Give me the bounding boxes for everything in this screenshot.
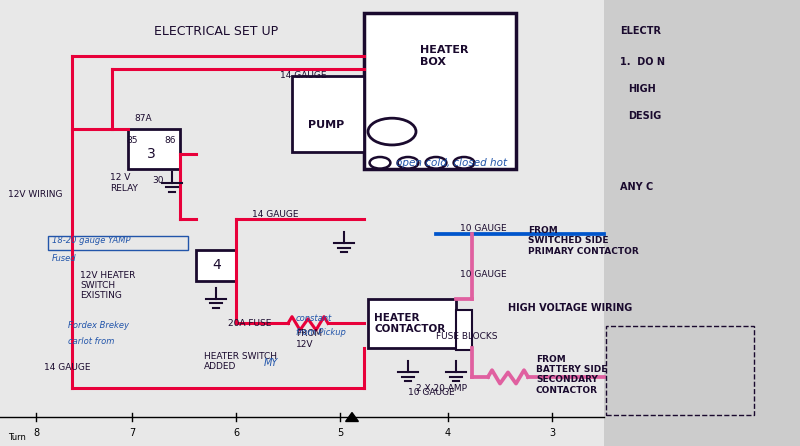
Text: 2 X 20 AMP: 2 X 20 AMP — [416, 384, 467, 392]
Text: Turn: Turn — [8, 433, 26, 442]
Text: 3: 3 — [147, 147, 156, 161]
Text: PUMP: PUMP — [308, 120, 344, 130]
Circle shape — [426, 157, 446, 169]
Bar — [604, 0, 800, 446]
Text: 8: 8 — [33, 428, 39, 438]
Text: ELECTRICAL SET UP: ELECTRICAL SET UP — [154, 25, 278, 38]
Text: 1.  DO N: 1. DO N — [620, 58, 665, 67]
FancyBboxPatch shape — [368, 299, 456, 348]
Text: Fordex Brekey: Fordex Brekey — [68, 321, 129, 330]
FancyBboxPatch shape — [456, 310, 472, 350]
FancyBboxPatch shape — [364, 13, 516, 169]
Circle shape — [398, 157, 418, 169]
Text: 12V WIRING: 12V WIRING — [8, 190, 62, 198]
Text: 10 GAUGE: 10 GAUGE — [408, 388, 454, 397]
Text: 30: 30 — [152, 176, 163, 185]
Text: 7: 7 — [129, 428, 135, 438]
Text: 14 GAUGE: 14 GAUGE — [44, 363, 90, 372]
Text: 14 GAUGE: 14 GAUGE — [280, 71, 326, 80]
Text: FROM
BATTERY SIDE
SECONDARY
CONTACTOR: FROM BATTERY SIDE SECONDARY CONTACTOR — [536, 355, 607, 395]
Text: 10 GAUGE: 10 GAUGE — [460, 224, 506, 233]
Text: 18-20 gauge YAMP: 18-20 gauge YAMP — [52, 236, 130, 245]
Text: HIGH VOLTAGE WIRING: HIGH VOLTAGE WIRING — [508, 303, 632, 313]
Text: Fused: Fused — [52, 254, 77, 263]
Text: 6: 6 — [233, 428, 239, 438]
Text: FROM
SWITCHED SIDE
PRIMARY CONTACTOR: FROM SWITCHED SIDE PRIMARY CONTACTOR — [528, 226, 638, 256]
Circle shape — [454, 157, 474, 169]
Text: 3: 3 — [549, 428, 555, 438]
Text: constant: constant — [296, 314, 332, 323]
Text: open cold, closed hot: open cold, closed hot — [396, 158, 507, 168]
Text: HIGH: HIGH — [628, 84, 656, 94]
Text: FROM
12V: FROM 12V — [296, 329, 322, 349]
Text: 4: 4 — [212, 258, 221, 273]
Circle shape — [368, 118, 416, 145]
Text: 12V HEATER
SWITCH
EXISTING: 12V HEATER SWITCH EXISTING — [80, 271, 135, 300]
Text: 4: 4 — [445, 428, 451, 438]
Polygon shape — [346, 413, 358, 421]
Text: from Pickup: from Pickup — [296, 328, 346, 337]
Text: MY: MY — [264, 359, 278, 368]
Text: 14 GAUGE: 14 GAUGE — [252, 210, 298, 219]
Text: 85: 85 — [126, 136, 138, 145]
Text: 12 V
RELAY: 12 V RELAY — [110, 173, 138, 193]
Text: DESIG: DESIG — [628, 111, 662, 121]
Text: 20A FUSE: 20A FUSE — [228, 319, 271, 328]
Text: HEATER
BOX: HEATER BOX — [420, 45, 469, 66]
Circle shape — [370, 157, 390, 169]
Text: ANY C: ANY C — [620, 182, 654, 192]
Text: HEATER
CONTACTOR: HEATER CONTACTOR — [374, 313, 446, 334]
FancyBboxPatch shape — [292, 76, 364, 152]
Text: 10 GAUGE: 10 GAUGE — [460, 270, 506, 279]
Text: HEATER SWITCH
ADDED: HEATER SWITCH ADDED — [204, 351, 277, 371]
Text: 86: 86 — [164, 136, 175, 145]
Text: 87A: 87A — [134, 114, 152, 123]
Text: carlot from: carlot from — [68, 337, 114, 346]
FancyBboxPatch shape — [196, 250, 236, 281]
Text: ELECTR: ELECTR — [620, 26, 661, 36]
FancyBboxPatch shape — [128, 129, 180, 169]
Text: FUSE BLOCKS: FUSE BLOCKS — [436, 332, 498, 341]
Text: 5: 5 — [337, 428, 343, 438]
